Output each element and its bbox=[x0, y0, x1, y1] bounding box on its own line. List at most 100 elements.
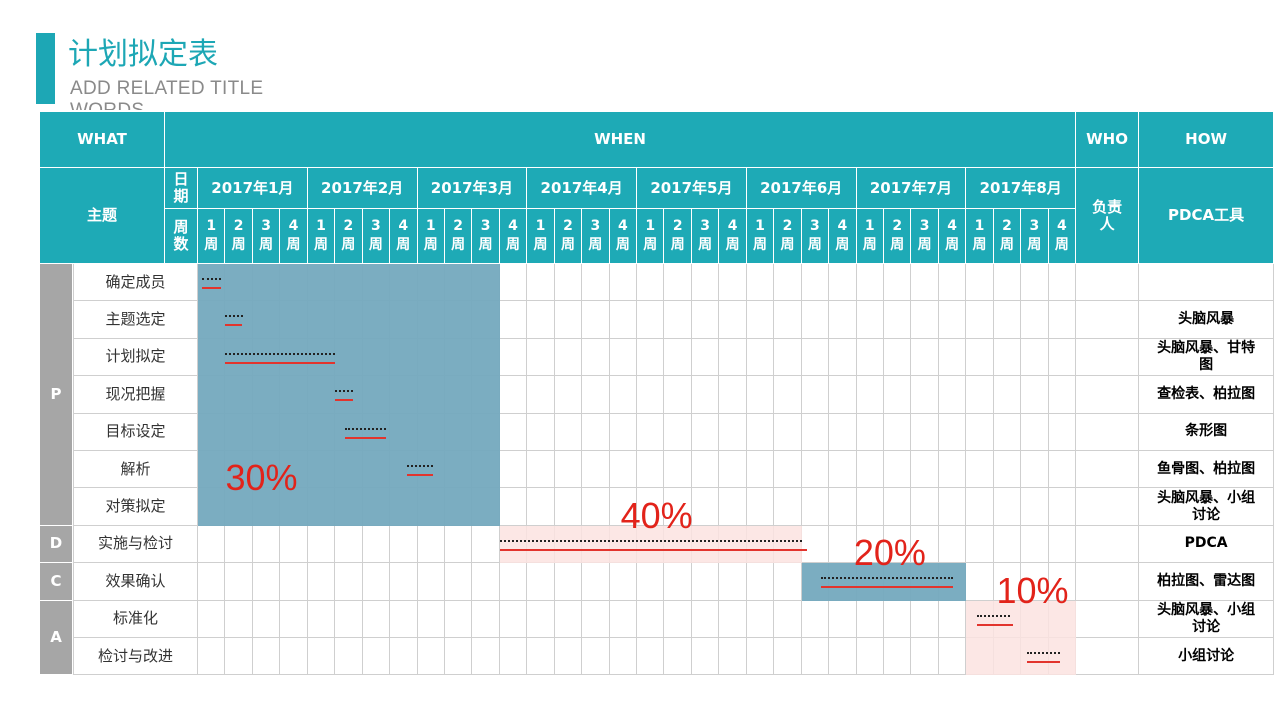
pdca-tool: PDCA bbox=[1139, 525, 1275, 564]
grid-cell bbox=[499, 338, 528, 377]
grid-cell bbox=[499, 413, 528, 451]
week-label: 4周 bbox=[938, 209, 967, 264]
grid-cell bbox=[691, 376, 720, 414]
grid-cell bbox=[637, 638, 665, 676]
grid-cell bbox=[691, 301, 720, 339]
month-header: 2017年4月 bbox=[527, 168, 638, 209]
task-name: 检讨与改进 bbox=[73, 638, 198, 676]
owner-cell bbox=[1076, 638, 1140, 676]
owner-cell bbox=[1076, 563, 1140, 601]
phase-label: C bbox=[40, 563, 73, 601]
week-label: 4周 bbox=[829, 209, 857, 264]
grid-cell bbox=[774, 301, 802, 339]
week-label: 1周 bbox=[966, 209, 994, 264]
grid-cell bbox=[719, 413, 747, 451]
week-label: 3周 bbox=[801, 209, 830, 264]
grid-cell bbox=[691, 638, 720, 676]
grid-cell bbox=[499, 301, 528, 339]
grid-cell bbox=[829, 338, 857, 377]
grid-cell bbox=[499, 638, 528, 676]
grid-cell bbox=[966, 376, 994, 414]
grid-cell bbox=[691, 600, 720, 638]
task-name: 标准化 bbox=[73, 600, 198, 638]
month-header: 2017年1月 bbox=[198, 168, 308, 209]
grid-cell bbox=[527, 301, 555, 339]
grid-cell bbox=[829, 413, 857, 451]
page-subtitle: ADD RELATED TITLE WORDS bbox=[70, 78, 264, 110]
grid-cell bbox=[691, 413, 720, 451]
title-accent-bar bbox=[36, 33, 55, 104]
week-label: 3周 bbox=[472, 209, 500, 264]
plan-line bbox=[202, 278, 222, 280]
grid-cell bbox=[554, 376, 583, 414]
grid-cell bbox=[609, 638, 638, 676]
grid-cell bbox=[856, 301, 884, 339]
grid-cell bbox=[829, 301, 857, 339]
grid-cell bbox=[938, 451, 967, 489]
grid-cell bbox=[252, 525, 281, 564]
grid-cell bbox=[527, 600, 555, 638]
grid-cell bbox=[390, 563, 418, 601]
grid-cell bbox=[774, 563, 802, 601]
grid-cell bbox=[746, 451, 775, 489]
grid-cell bbox=[1021, 413, 1049, 451]
grid-cell bbox=[1021, 338, 1049, 377]
task-name: 现况把握 bbox=[73, 376, 198, 414]
grid-cell bbox=[966, 488, 994, 526]
grid-cell bbox=[746, 264, 775, 302]
grid-cell bbox=[911, 376, 939, 414]
actual-line bbox=[225, 361, 336, 364]
grid-cell bbox=[582, 563, 610, 601]
grid-cell bbox=[198, 638, 226, 676]
grid-cell bbox=[637, 488, 665, 526]
week-label: 3周 bbox=[691, 209, 720, 264]
grid-cell bbox=[1021, 376, 1049, 414]
grid-cell bbox=[554, 301, 583, 339]
grid-cell bbox=[664, 638, 692, 676]
week-label: 4周 bbox=[280, 209, 308, 264]
actual-line bbox=[344, 436, 386, 439]
grid-cell bbox=[527, 488, 555, 526]
owner-cell bbox=[1076, 301, 1140, 339]
grid-cell bbox=[499, 264, 528, 302]
grid-cell bbox=[829, 600, 857, 638]
grid-cell bbox=[417, 525, 445, 564]
week-label: 3周 bbox=[252, 209, 281, 264]
grid-cell bbox=[527, 638, 555, 676]
week-label: 1周 bbox=[198, 209, 226, 264]
plan-line bbox=[225, 315, 244, 318]
grid-cell bbox=[774, 638, 802, 676]
actual-line bbox=[225, 324, 242, 327]
grid-cell bbox=[884, 451, 912, 489]
grid-cell bbox=[527, 376, 555, 414]
actual-line bbox=[335, 399, 354, 402]
week-label: 1周 bbox=[417, 209, 445, 264]
week-label: 3周 bbox=[582, 209, 610, 264]
grid-cell bbox=[1048, 525, 1077, 564]
grid-cell bbox=[829, 451, 857, 489]
grid-cell bbox=[417, 638, 445, 676]
task-name: 实施与检讨 bbox=[73, 525, 198, 564]
pdca-tool: 头脑风暴、甘特图 bbox=[1139, 338, 1275, 377]
grid-cell bbox=[637, 413, 665, 451]
grid-cell bbox=[307, 563, 336, 601]
week-label: 4周 bbox=[1048, 209, 1077, 264]
grid-cell bbox=[280, 525, 308, 564]
grid-cell bbox=[664, 264, 692, 302]
owner-cell bbox=[1076, 413, 1140, 451]
week-label: 1周 bbox=[307, 209, 336, 264]
grid-cell bbox=[609, 301, 638, 339]
grid-cell bbox=[527, 451, 555, 489]
phase-block bbox=[966, 600, 1077, 676]
actual-line bbox=[977, 623, 1013, 626]
grid-cell bbox=[527, 413, 555, 451]
grid-cell bbox=[884, 413, 912, 451]
phase-label: D bbox=[40, 525, 73, 564]
task-name: 确定成员 bbox=[73, 264, 198, 302]
grid-cell bbox=[609, 413, 638, 451]
grid-cell bbox=[856, 638, 884, 676]
grid-cell bbox=[911, 525, 939, 564]
grid-cell bbox=[637, 451, 665, 489]
grid-cell bbox=[362, 600, 391, 638]
grid-cell bbox=[691, 563, 720, 601]
